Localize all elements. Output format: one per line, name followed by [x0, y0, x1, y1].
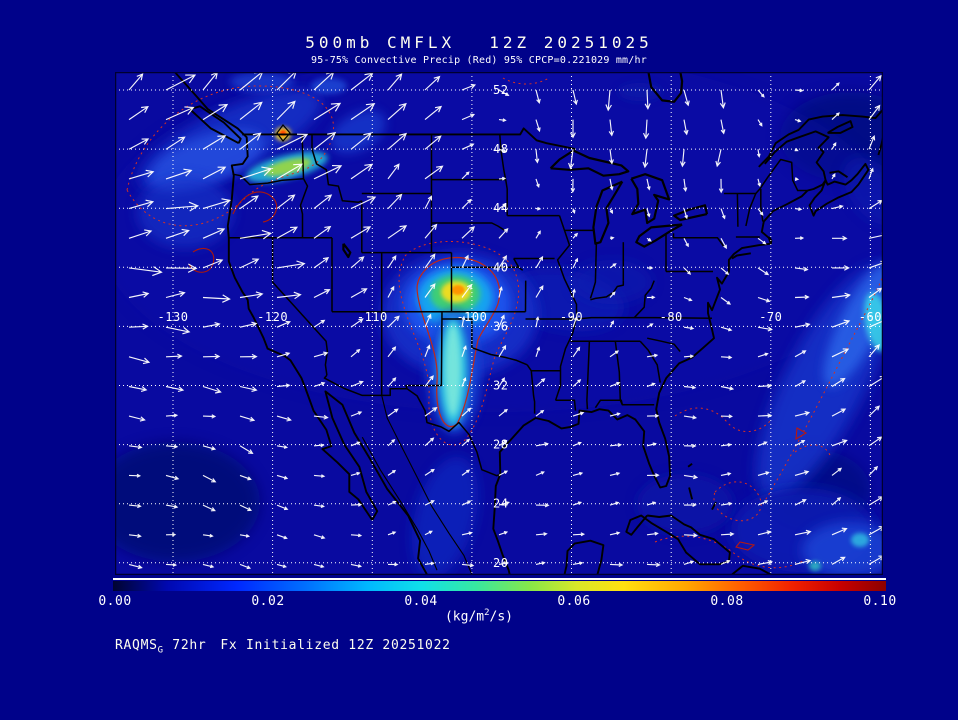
- map-border: [115, 72, 883, 575]
- lon-label: -100: [456, 310, 487, 324]
- unit-sup: 2: [484, 608, 490, 618]
- lon-label: -120: [257, 310, 288, 324]
- lat-label: 36: [493, 319, 508, 333]
- lon-label: -60: [859, 310, 882, 324]
- colorbar-unit-label: (kg/m2/s): [0, 608, 958, 624]
- model-name: RAQMS: [115, 638, 158, 653]
- colorbar-ticks: 0.00 0.02 0.04 0.06 0.08 0.10: [98, 594, 896, 610]
- graticule-labels: 52 48 44 40 36 32 28 24 20 -130 -120 -110 -100 -90 -80…: [158, 83, 882, 570]
- map-plot-area: 52 48 44 40 36 32 28 24 20 -130 -120 -110 -100 -90 -80…: [115, 72, 883, 575]
- init-time-text: Fx Initialized 12Z 20251022: [220, 638, 451, 653]
- unit-suffix: /s): [489, 609, 514, 625]
- lon-label: -70: [759, 310, 782, 324]
- title-variable: 500mb CMFLX: [305, 33, 456, 52]
- colorbar-tick: 0.02: [251, 594, 285, 609]
- colorbar-tick: 0.06: [557, 594, 591, 609]
- lat-label: 44: [493, 201, 508, 215]
- lat-label: 32: [493, 379, 508, 393]
- lat-label: 20: [493, 556, 508, 570]
- lon-label: -110: [357, 310, 388, 324]
- lat-label: 24: [493, 497, 508, 511]
- colorbar-tick: 0.04: [404, 594, 438, 609]
- model-init-annotation: RAQMSG 72hr Fx Initialized 12Z 20251022: [115, 638, 451, 656]
- colorbar-topline: [113, 578, 886, 580]
- lat-label: 52: [493, 83, 508, 97]
- precip-contours: [126, 77, 883, 569]
- lon-label: -130: [158, 310, 189, 324]
- title-valid-time: 12Z 20251025: [489, 33, 653, 52]
- lat-label: 28: [493, 438, 508, 452]
- colorbar-tick: 0.10: [863, 594, 897, 609]
- colorbar-gradient: [113, 581, 886, 591]
- unit-prefix: (kg/m: [444, 609, 485, 625]
- lat-label: 48: [493, 142, 508, 156]
- colorbar-tick: 0.08: [710, 594, 744, 609]
- plot-subtitle: 95-75% Convective Precip (Red) 95% CPCP=…: [311, 55, 647, 66]
- plot-title: 500mb CMFLX 12Z 20251025: [0, 33, 958, 52]
- wind-vectors: [128, 72, 883, 570]
- weather-map: 52 48 44 40 36 32 28 24 20 -130 -120 -110 -100 -90 -80…: [115, 72, 883, 575]
- lon-label: -90: [560, 310, 583, 324]
- colorbar-tick: 0.00: [98, 594, 132, 609]
- lon-label: -80: [660, 310, 683, 324]
- lat-label: 40: [493, 260, 508, 274]
- convective-flux-fill: [115, 72, 883, 575]
- forecast-hour: 72hr: [172, 638, 207, 653]
- model-subscript: G: [157, 645, 164, 656]
- geography-outlines: [174, 72, 883, 575]
